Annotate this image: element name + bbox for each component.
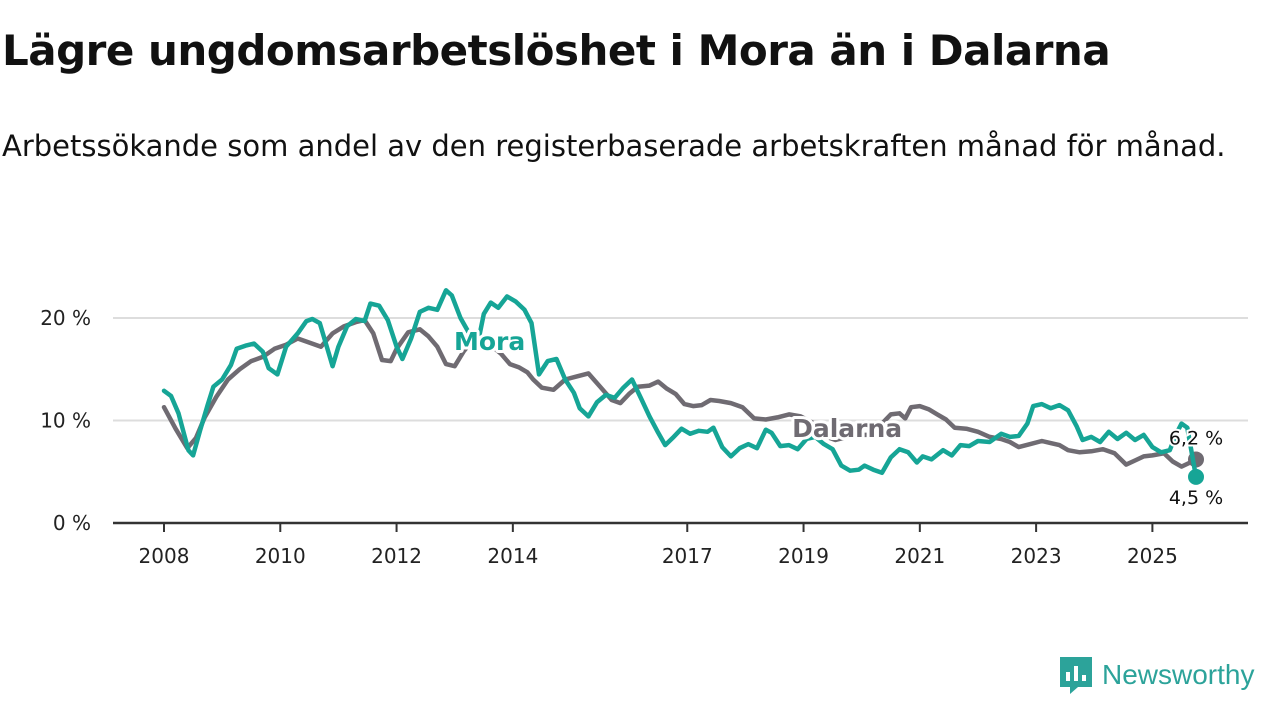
newsworthy-logo-icon <box>1060 657 1092 694</box>
series-lines <box>161 288 1204 485</box>
gridlines <box>113 317 1248 422</box>
series-labels: Dalarna Mora 6,2 % 4,5 % <box>451 324 1225 511</box>
end-label-mora: 4,5 % <box>1169 487 1223 509</box>
series-label-mora: Mora <box>454 327 525 356</box>
series-label-dalarna: Dalarna <box>792 414 902 443</box>
chart-subtitle: Arbetssökande som andel av den registerb… <box>2 129 1226 163</box>
y-tick-label: 10 % <box>40 409 91 433</box>
brand: Newsworthy <box>1058 654 1254 696</box>
x-tick-label: 2019 <box>778 544 829 568</box>
end-point-mora <box>1188 468 1204 485</box>
y-tick-label: 20 % <box>40 306 91 330</box>
x-tick-label: 2012 <box>371 544 422 568</box>
brand-name: Newsworthy <box>1102 659 1255 690</box>
x-tick-label: 2008 <box>139 544 190 568</box>
x-tick-label: 2017 <box>662 544 713 568</box>
series-line-mora <box>161 288 1199 480</box>
series-line-dalarna <box>161 317 1199 469</box>
chart-title: Lägre ungdomsarbetslöshet i Mora än i Da… <box>2 26 1111 75</box>
x-tick-label: 2014 <box>487 544 538 568</box>
y-axis-ticks: 0 % 10 % 20 % <box>40 306 91 535</box>
x-tick-label: 2010 <box>255 544 306 568</box>
x-tick-label: 2025 <box>1127 544 1178 568</box>
x-axis: 2008 2010 2012 2014 2017 2019 2021 2023 2025 <box>113 521 1248 568</box>
y-tick-label: 0 % <box>53 511 91 535</box>
x-tick-label: 2021 <box>894 544 945 568</box>
end-label-dalarna: 6,2 % <box>1169 427 1223 449</box>
x-tick-label: 2023 <box>1011 544 1062 568</box>
